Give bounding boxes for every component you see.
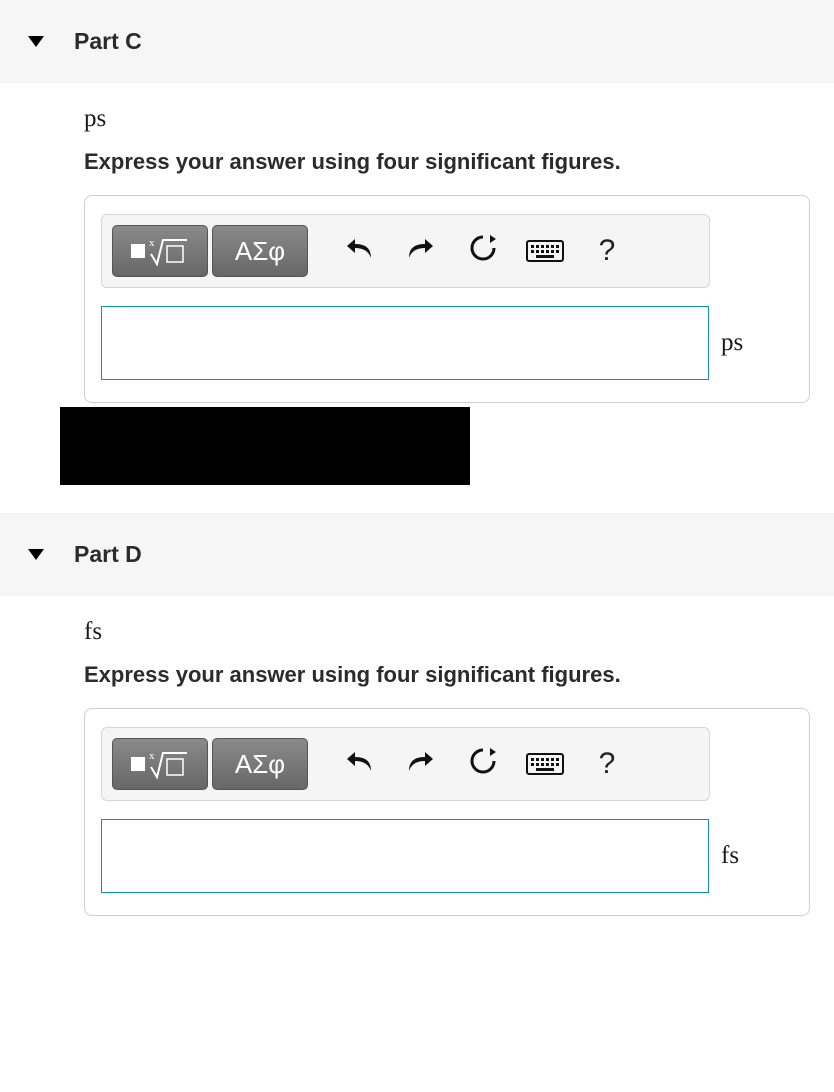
keyboard-icon <box>526 240 564 262</box>
equation-toolbar: x ΑΣφ <box>101 214 710 288</box>
templates-icon: x <box>131 234 189 268</box>
templates-icon: x <box>131 747 189 781</box>
part-body-d: fs Express your answer using four signif… <box>0 596 834 916</box>
greek-button[interactable]: ΑΣφ <box>212 738 308 790</box>
greek-button[interactable]: ΑΣφ <box>212 225 308 277</box>
part-d: Part D fs Express your answer using four… <box>0 513 834 916</box>
greek-label: ΑΣφ <box>235 749 285 780</box>
answer-box-c: x ΑΣφ <box>84 195 810 403</box>
undo-icon <box>344 748 374 781</box>
help-button[interactable]: ? <box>578 738 636 790</box>
svg-text:x: x <box>149 237 155 249</box>
help-label: ? <box>599 234 616 268</box>
answer-input-c[interactable] <box>101 306 709 380</box>
keyboard-button[interactable] <box>516 225 574 277</box>
unit-suffix: ps <box>721 329 743 357</box>
equation-toolbar: x ΑΣφ <box>101 727 710 801</box>
reset-button[interactable] <box>454 738 512 790</box>
keyboard-icon <box>526 753 564 775</box>
part-body-c: ps Express your answer using four signif… <box>0 83 834 403</box>
part-title: Part D <box>74 541 142 568</box>
reset-button[interactable] <box>454 225 512 277</box>
input-row: ps <box>101 306 793 380</box>
redo-icon <box>406 748 436 781</box>
redo-button[interactable] <box>392 738 450 790</box>
unit-label-top: fs <box>84 618 810 646</box>
templates-button[interactable]: x <box>112 738 208 790</box>
part-header-c[interactable]: Part C <box>0 0 834 83</box>
greek-label: ΑΣφ <box>235 236 285 267</box>
redacted-block <box>60 407 470 485</box>
reset-icon <box>468 746 498 783</box>
part-c: Part C ps Express your answer using four… <box>0 0 834 485</box>
unit-suffix: fs <box>721 842 739 870</box>
undo-button[interactable] <box>330 225 388 277</box>
help-label: ? <box>599 747 616 781</box>
redo-button[interactable] <box>392 225 450 277</box>
part-title: Part C <box>74 28 142 55</box>
undo-button[interactable] <box>330 738 388 790</box>
undo-icon <box>344 235 374 268</box>
instruction-text: Express your answer using four significa… <box>84 149 810 175</box>
redo-icon <box>406 235 436 268</box>
unit-label-top: ps <box>84 105 810 133</box>
svg-text:x: x <box>149 750 155 762</box>
instruction-text: Express your answer using four significa… <box>84 662 810 688</box>
answer-box-d: x ΑΣφ <box>84 708 810 916</box>
keyboard-button[interactable] <box>516 738 574 790</box>
caret-down-icon <box>28 36 44 47</box>
templates-button[interactable]: x <box>112 225 208 277</box>
reset-icon <box>468 233 498 270</box>
caret-down-icon <box>28 549 44 560</box>
input-row: fs <box>101 819 793 893</box>
part-header-d[interactable]: Part D <box>0 513 834 596</box>
answer-input-d[interactable] <box>101 819 709 893</box>
help-button[interactable]: ? <box>578 225 636 277</box>
